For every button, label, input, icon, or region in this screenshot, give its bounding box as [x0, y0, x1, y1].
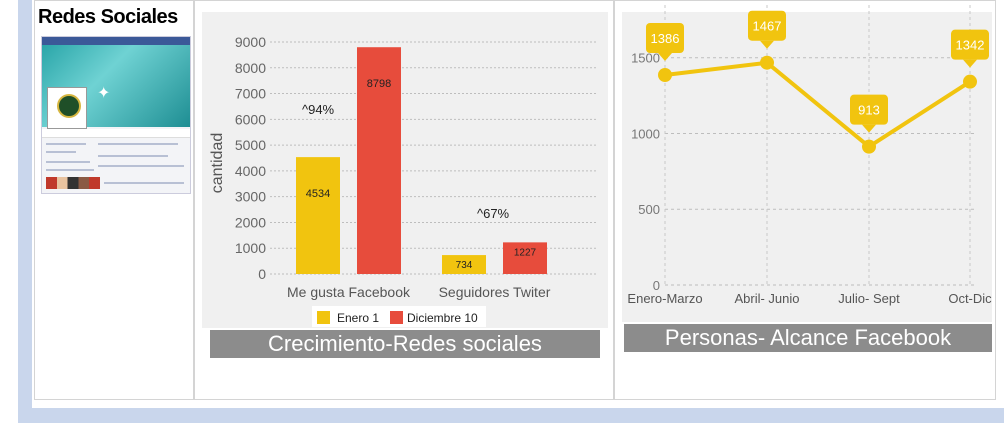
bar — [357, 47, 401, 275]
line-category-label: Julio- Sept — [838, 291, 900, 306]
line-y-tick-label: 0 — [653, 278, 660, 293]
bar-y-tick-label: 7000 — [235, 86, 266, 102]
line-y-tick-label: 1500 — [631, 51, 660, 66]
line-value-callout — [951, 29, 989, 60]
bar-category-label: Seguidores Twiter — [439, 284, 551, 300]
bar — [296, 157, 340, 274]
bar — [442, 255, 486, 274]
bar-y-tick-label: 6000 — [235, 111, 266, 127]
line-callout-pointer — [862, 124, 876, 133]
bar-annotation-facebook: ^94% — [302, 102, 335, 117]
bar-value-label: 8798 — [367, 78, 391, 90]
bar-y-tick-label: 8000 — [235, 60, 266, 76]
frame-bottom-border — [18, 408, 1004, 423]
line-value-callout — [748, 10, 786, 41]
line-callout-pointer — [658, 53, 672, 61]
line-y-tick-label: 500 — [638, 202, 660, 217]
line-value-callout — [646, 23, 684, 53]
social-title: Redes Sociales — [38, 6, 178, 28]
legend-label-enero: Enero 1 — [337, 311, 379, 325]
facebook-topbar — [42, 37, 190, 45]
line-category-label: Abril- Junio — [734, 291, 799, 306]
line-chart-title: Personas- Alcance Facebook — [664, 325, 952, 350]
bar-value-label: 4534 — [306, 188, 330, 200]
line-point — [760, 55, 774, 70]
facebook-text-line — [46, 151, 76, 153]
bar-value-label: 734 — [456, 260, 473, 271]
line-value-callout — [850, 94, 888, 125]
facebook-nav-bar — [42, 129, 190, 138]
line-callout-pointer — [963, 59, 977, 68]
cover-decoration: ✦ — [97, 85, 111, 102]
bar-chart-title-banner: Crecimiento-Redes sociales — [210, 330, 600, 358]
facebook-text-line — [98, 143, 178, 145]
line-y-tick-label: 1000 — [631, 126, 660, 141]
legend-label-diciembre: Diciembre 10 — [407, 311, 478, 325]
frame-left-border — [18, 0, 32, 423]
legend-swatch-diciembre — [390, 311, 403, 324]
facebook-text-line — [46, 143, 86, 145]
facebook-text-line — [104, 182, 184, 184]
line-series — [664, 60, 972, 150]
line-value-label: 913 — [858, 103, 880, 118]
facebook-page-screenshot: ✦ — [41, 36, 191, 194]
legend-swatch-enero — [317, 311, 330, 324]
line-value-label: 1467 — [753, 19, 782, 34]
line-point — [658, 68, 672, 82]
bar-chart-title: Crecimiento-Redes sociales — [268, 331, 542, 356]
bar-y-tick-label: 9000 — [235, 34, 266, 50]
bar-y-tick-label: 3000 — [235, 189, 266, 205]
line-point — [862, 139, 876, 154]
bar-annotation-twitter: ^67% — [477, 206, 510, 221]
bar-category-label: Me gusta Facebook — [287, 284, 411, 300]
bar-y-tick-label: 1000 — [235, 240, 266, 256]
bar-y-tick-label: 4000 — [235, 163, 266, 179]
logo-seal-icon — [57, 94, 81, 118]
line-category-label: Oct-Dic — [948, 291, 992, 306]
line-chart-title-banner: Personas- Alcance Facebook — [624, 324, 992, 352]
bar-y-axis-label: cantidad — [209, 133, 226, 194]
bar — [503, 242, 547, 274]
line-point — [963, 74, 977, 89]
line-value-label: 1342 — [956, 38, 985, 53]
line-callout-pointer — [760, 40, 774, 49]
bar-y-tick-label: 0 — [258, 266, 266, 282]
bar-y-tick-label: 2000 — [235, 214, 266, 230]
facebook-text-line — [98, 165, 184, 167]
facebook-friend-photos — [46, 177, 100, 189]
line-value-label: 1386 — [651, 31, 680, 46]
facebook-text-line — [98, 155, 168, 157]
facebook-text-line — [46, 161, 90, 163]
bar-chart-area — [202, 12, 608, 328]
bar-y-tick-label: 5000 — [235, 137, 266, 153]
line-category-label: Enero-Marzo — [627, 291, 702, 306]
facebook-text-line — [46, 169, 94, 171]
line-chart-area — [622, 12, 992, 322]
bar-value-label: 1227 — [514, 247, 537, 258]
facebook-profile-logo — [47, 87, 87, 129]
